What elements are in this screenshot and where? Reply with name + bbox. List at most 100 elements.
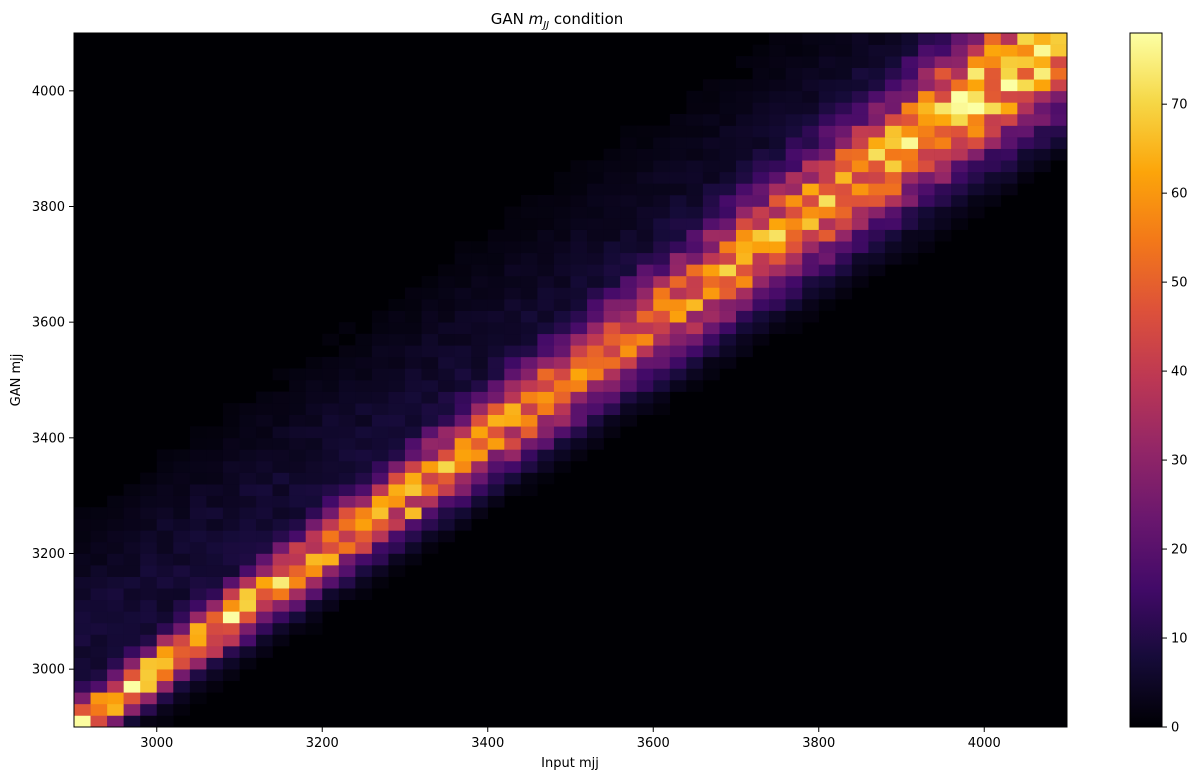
heatmap-cell [454, 299, 472, 311]
heatmap-cell [222, 507, 240, 520]
heatmap-cell [669, 218, 687, 230]
heatmap-cell [951, 90, 968, 103]
heatmap-cell [620, 218, 637, 230]
heatmap-cell [107, 553, 124, 566]
heatmap-cell [818, 287, 836, 300]
heatmap-cell [272, 611, 290, 624]
heatmap-cell [553, 391, 571, 404]
heatmap-cell [371, 449, 389, 462]
heatmap-cell [322, 599, 340, 612]
heatmap-cell [868, 79, 886, 92]
heatmap-cell [752, 252, 770, 265]
heatmap-cell [520, 275, 538, 288]
heatmap-cell [405, 380, 422, 392]
heatmap-cell [90, 622, 108, 635]
heatmap-cell [405, 495, 422, 508]
heatmap-cell [388, 460, 406, 473]
heatmap-cell [289, 460, 306, 473]
heatmap-cell [1017, 102, 1035, 115]
heatmap-cell [868, 102, 886, 115]
heatmap-cell [918, 102, 935, 115]
heatmap-cell [123, 576, 141, 589]
heatmap-cell [272, 403, 290, 415]
heatmap-cell [388, 495, 406, 508]
heatmap-cell [603, 148, 621, 161]
heatmap-cell [471, 472, 489, 485]
heatmap-cell [736, 299, 753, 311]
heatmap-cell [587, 218, 604, 230]
heatmap-cell [736, 322, 753, 335]
heatmap-cell [256, 507, 273, 520]
heatmap-cell [74, 646, 91, 658]
heatmap-cell [405, 345, 422, 358]
heatmap-cell [454, 333, 472, 346]
heatmap-cell [603, 206, 621, 219]
heatmap-cell [355, 484, 373, 496]
heatmap-cell [934, 218, 952, 230]
heatmap-cell [305, 391, 323, 404]
heatmap-cell [620, 322, 637, 335]
heatmap-cell [669, 148, 687, 161]
heatmap-cell [1033, 102, 1051, 115]
heatmap-cell [868, 113, 886, 126]
heatmap-cell [405, 460, 422, 473]
heatmap-cell [702, 345, 720, 358]
heatmap-cell [719, 102, 737, 115]
heatmap-cell [736, 79, 753, 92]
heatmap-cell [752, 102, 770, 115]
heatmap-cell [868, 241, 886, 254]
heatmap-cell [967, 125, 985, 138]
heatmap-cell [189, 634, 207, 647]
heatmap-cell [438, 287, 455, 300]
heatmap-cell [504, 460, 522, 473]
heatmap-cell [587, 391, 604, 404]
heatmap-cell [222, 576, 240, 589]
heatmap-cell [239, 646, 257, 658]
heatmap-cell [123, 703, 141, 716]
heatmap-cell [173, 553, 191, 566]
heatmap-cell [239, 449, 257, 462]
heatmap-cell [520, 426, 538, 439]
heatmap-cell [239, 530, 257, 543]
heatmap-cell [123, 484, 141, 496]
heatmap-cell [272, 530, 290, 543]
heatmap-cell [587, 380, 604, 392]
heatmap-cell [769, 229, 786, 242]
heatmap-cell [421, 368, 439, 381]
heatmap-cell [603, 241, 621, 254]
heatmap-cell [736, 206, 753, 219]
heatmap-cell [173, 565, 191, 577]
heatmap-cell [471, 310, 489, 323]
heatmap-cell [802, 218, 820, 230]
heatmap-cell [553, 333, 571, 346]
heatmap-cell [719, 90, 737, 103]
heatmap-cell [719, 322, 737, 335]
heatmap-cell [206, 588, 224, 601]
heatmap-cell [636, 252, 654, 265]
heatmap-cell [719, 183, 737, 196]
heatmap-cell [702, 356, 720, 369]
heatmap-cell [454, 391, 472, 404]
heatmap-cell [620, 356, 637, 369]
heatmap-cell [123, 692, 141, 705]
heatmap-cell [769, 113, 786, 126]
heatmap-cell [537, 472, 555, 485]
heatmap-cell [520, 194, 538, 207]
y-tick-label: 3600 [32, 316, 65, 331]
heatmap-cell [636, 356, 654, 369]
heatmap-cell [653, 356, 671, 369]
heatmap-cell [669, 194, 687, 207]
heatmap-cell [405, 426, 422, 439]
heatmap-cell [785, 252, 803, 265]
heatmap-cell [338, 356, 356, 369]
heatmap-cell [570, 449, 588, 462]
heatmap-cell [769, 56, 786, 68]
heatmap-cell [371, 403, 389, 415]
heatmap-cell [884, 113, 902, 126]
heatmap-cell [388, 541, 406, 554]
heatmap-cell [702, 252, 720, 265]
heatmap-cell [438, 507, 455, 520]
heatmap-cell [851, 67, 869, 80]
heatmap-cell [173, 611, 191, 624]
